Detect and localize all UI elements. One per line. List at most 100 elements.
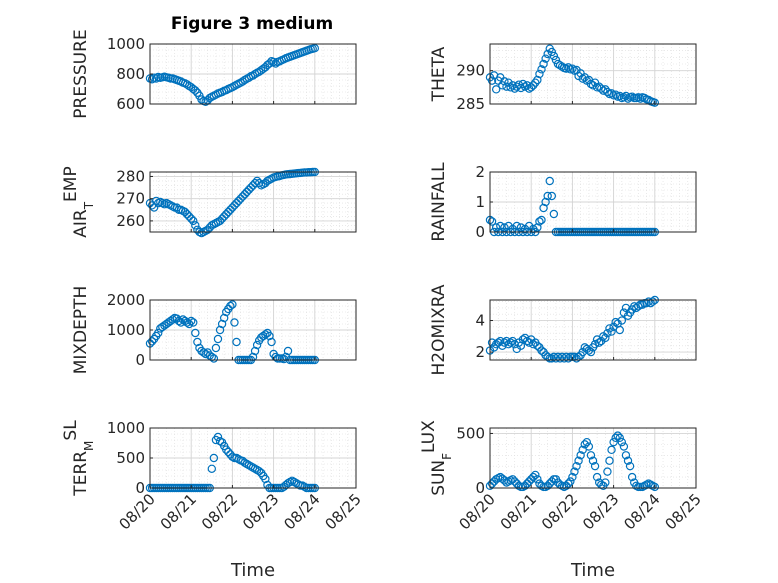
subplot-theta: 285 290 THETA [429,43,697,113]
data-point [228,300,237,309]
data-point [634,93,643,102]
data-point [252,340,262,350]
data-point [529,472,538,482]
data-point [215,216,225,226]
data-point [252,176,262,186]
data-point [234,455,243,464]
data-point [537,346,546,355]
data-point [236,194,245,203]
data-point [234,196,243,206]
data-point [244,73,254,82]
plot-area [490,44,696,104]
data-point [285,477,295,487]
x-axis-label: Time [230,560,275,581]
data-point [539,203,548,213]
data-point [586,347,596,357]
data-point [154,328,163,338]
y-tick-label: 600 [116,95,145,113]
data-point [290,477,299,487]
data-point [621,451,631,460]
data-point [625,461,635,471]
data-point [531,78,540,87]
data-point [506,83,515,92]
data-point [246,462,256,471]
data-point [496,336,505,346]
y-tick-label: 0 [475,223,485,241]
data-point [193,337,202,347]
data-point [537,65,546,74]
subplot-rainfall: 0 1 2 RAINFALL [429,162,697,242]
data-point [617,437,627,447]
data-point [226,205,235,214]
data-point [189,318,198,327]
data-point [615,433,624,443]
data-point [623,94,633,103]
data-point [594,338,604,347]
y-tick-label: 285 [456,95,485,113]
data-point [238,77,247,86]
data-point [487,76,497,85]
data-point [648,297,657,306]
data-point [203,225,212,234]
data-point [215,437,225,446]
data-point [491,223,501,232]
y-tick-label: 1000 [107,321,145,339]
data-point [574,71,583,81]
data-point [191,328,200,338]
subplot-air_temp: 260 270 280 AIRTEMP [61,166,357,238]
data-point [516,223,526,232]
data-point [182,210,192,219]
y-tick-label: 270 [116,190,145,208]
y-tick-label: 2000 [107,291,145,309]
data-point [623,456,633,465]
data-point [213,334,223,344]
data-point [283,479,293,488]
data-point [186,214,196,223]
data-point [500,77,509,86]
data-point [248,352,258,362]
data-point [541,54,550,63]
data-point [615,91,624,101]
data-point [551,354,561,363]
data-point [186,316,196,326]
data-point [283,346,293,356]
axes-box [489,427,697,489]
data-point [613,431,622,440]
data-point [586,451,596,460]
data-point [506,338,515,347]
data-point [172,203,181,212]
data-point [617,316,627,325]
data-point [611,317,620,327]
data-point [500,476,509,485]
data-point [531,470,540,480]
data-point [219,212,229,221]
data-point [207,352,216,362]
data-point [578,74,587,83]
data-point [240,75,249,85]
data-point [644,297,653,306]
data-point [580,440,589,449]
y-axis-label: RAINFALL [429,162,449,242]
data-point [279,354,289,364]
data-point [537,215,546,225]
y-tick-label: 1000 [107,35,145,53]
data-point [547,354,557,363]
data-point [244,185,254,194]
data-point [502,82,511,91]
x-axis-label: Time [570,560,615,581]
data-point [500,338,509,347]
data-point [611,433,620,443]
data-point [564,63,573,72]
data-point [174,316,184,326]
data-point [584,442,594,451]
data-point [533,341,542,350]
axes-box [149,171,357,233]
data-point [535,217,544,226]
data-point [487,338,497,347]
data-point [574,456,583,465]
data-point [219,313,229,323]
data-point [512,221,521,231]
data-point [588,81,598,90]
data-point [224,207,233,217]
